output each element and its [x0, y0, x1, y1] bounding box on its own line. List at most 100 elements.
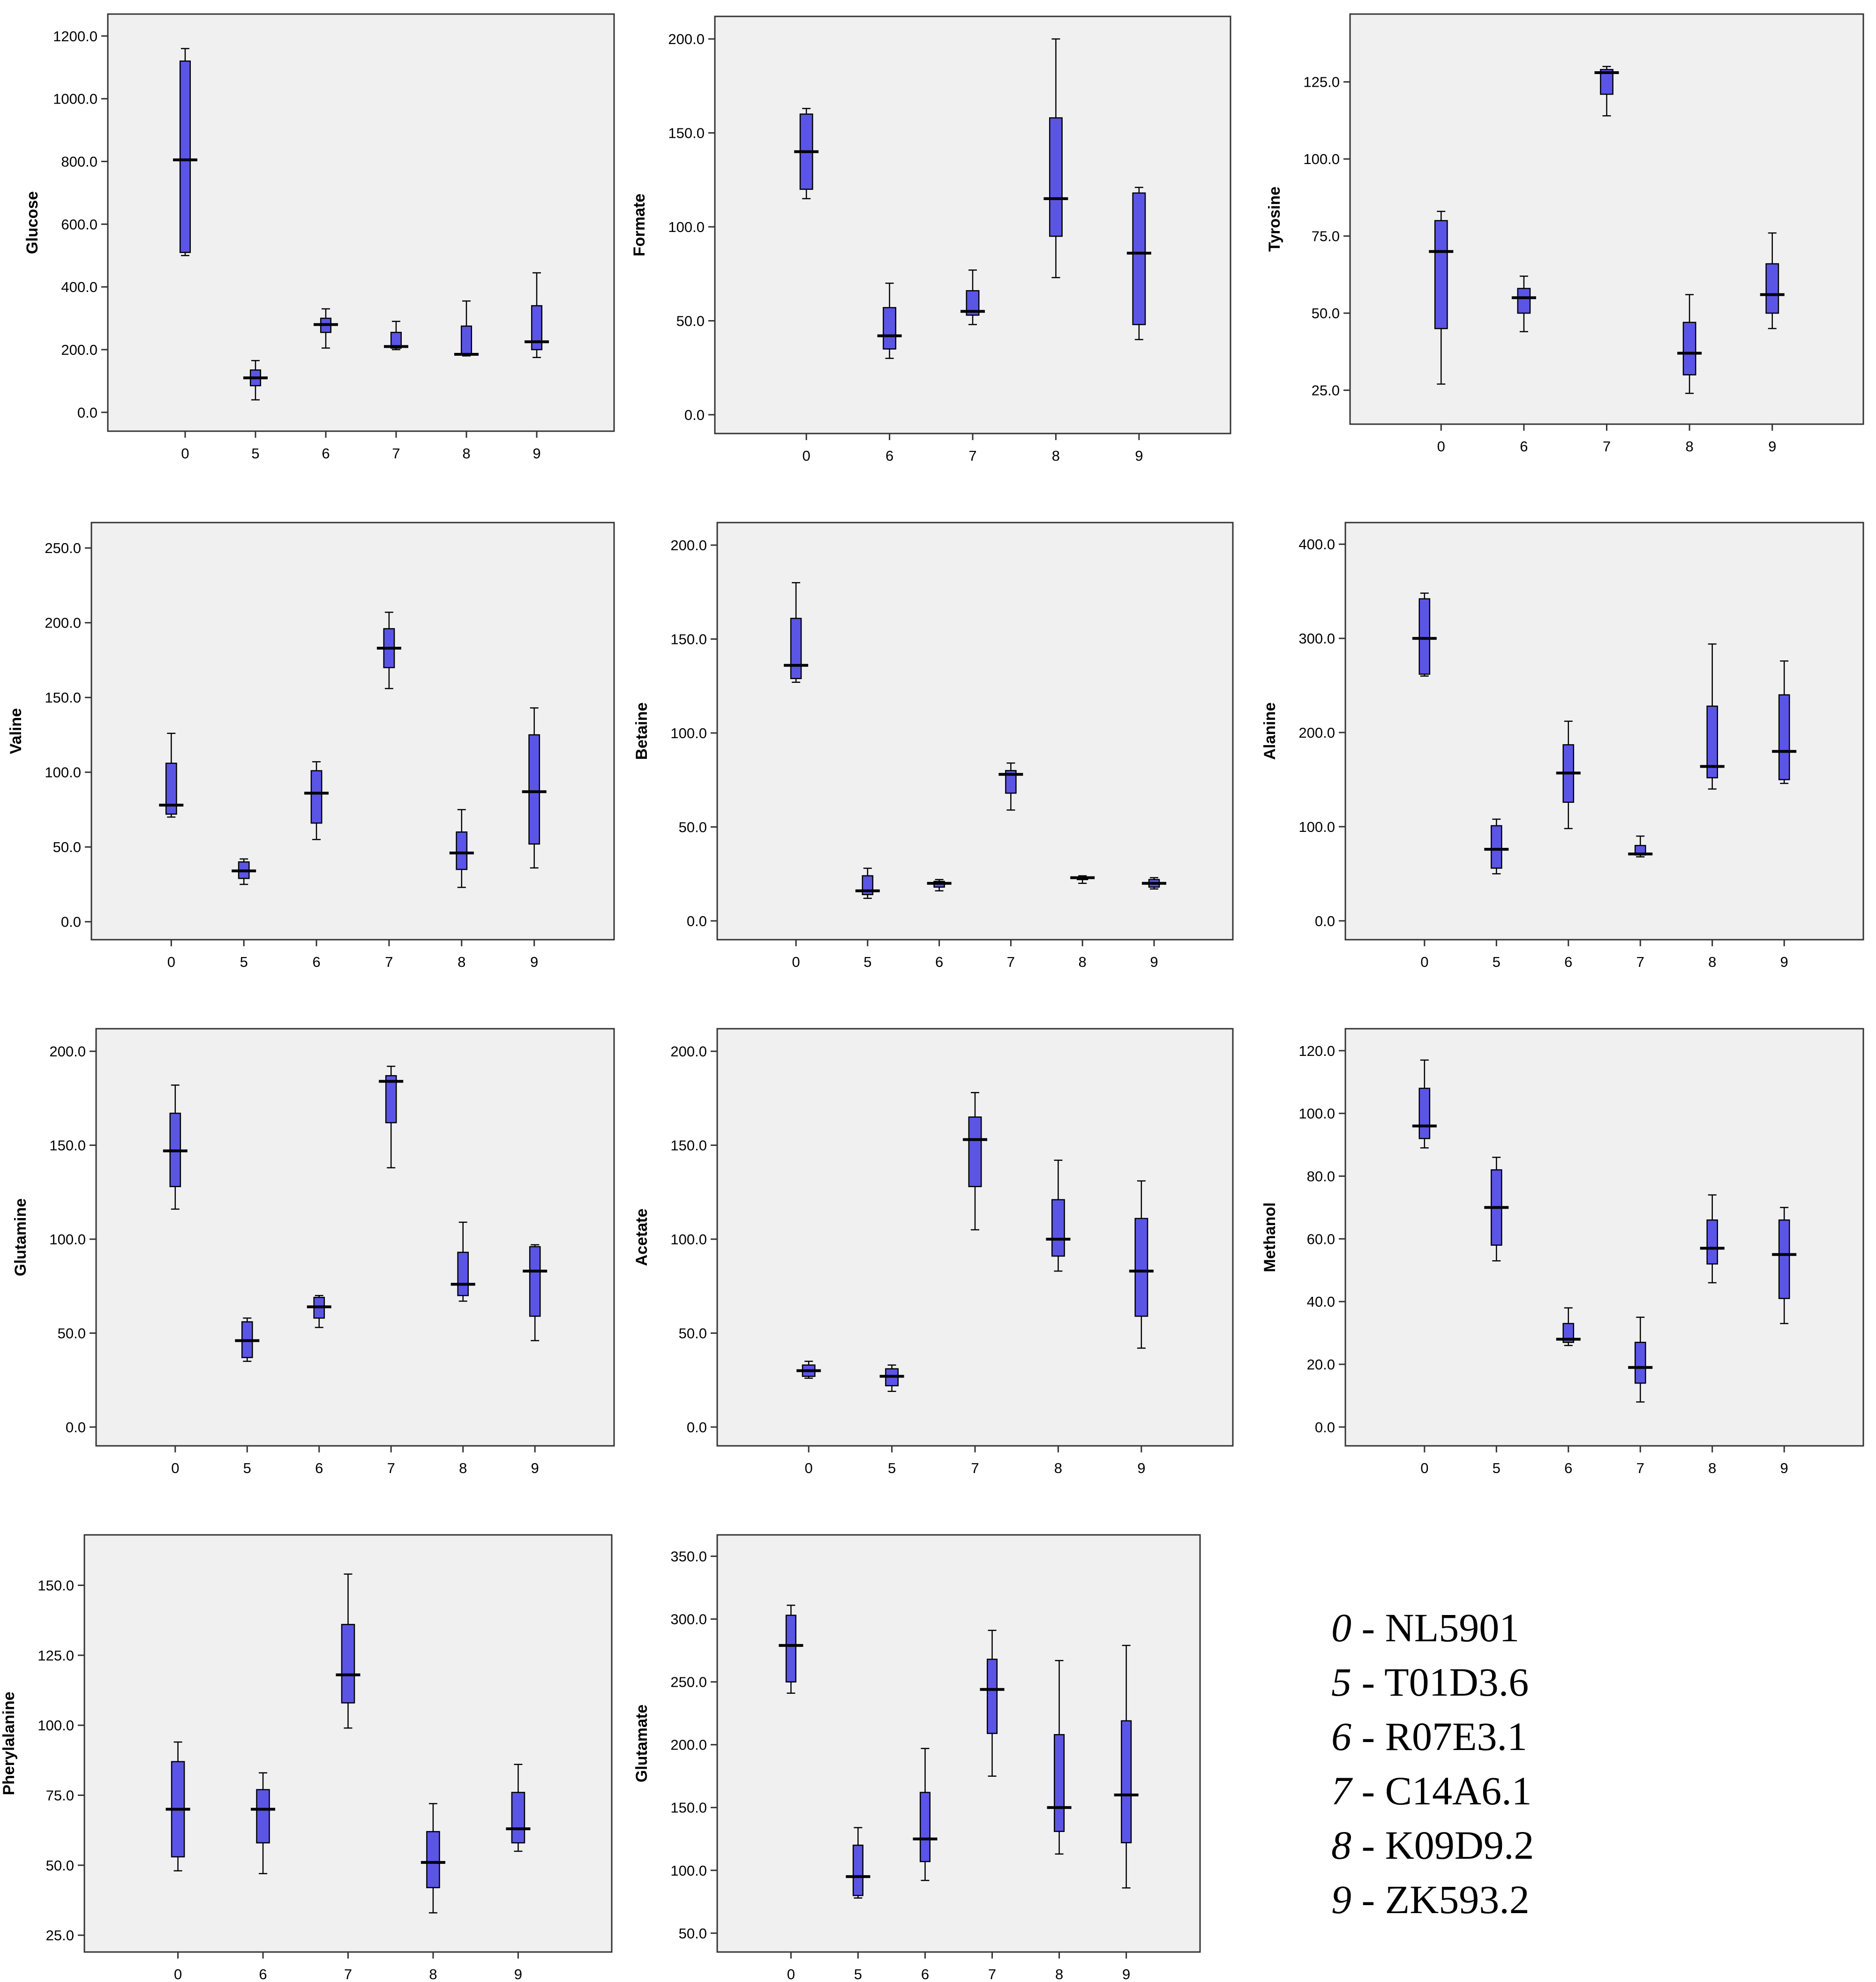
x-tick-label: 5 [888, 1460, 896, 1476]
y-tick-label: 100.0 [670, 1231, 707, 1248]
iqr-box [1418, 598, 1431, 675]
y-tick-label: 125.0 [1303, 74, 1340, 90]
box-9 [1114, 1645, 1139, 1889]
box-8 [1700, 1194, 1725, 1284]
y-tick-label: 0.0 [687, 1419, 707, 1436]
legend-label: - R07E3.1 [1361, 1714, 1528, 1759]
x-tick-label: 0 [181, 445, 189, 462]
y-tick-label: 100.0 [1298, 1106, 1335, 1122]
box-7 [963, 1092, 987, 1231]
y-tick-label: 50.0 [46, 1857, 74, 1874]
x-tick-label: 8 [1685, 438, 1693, 455]
x-tick-label: 8 [429, 1966, 437, 1982]
y-axis-label: Tyrosine [1266, 187, 1283, 252]
iqr-box [1049, 117, 1063, 237]
box-0 [779, 1604, 803, 1694]
box-7 [376, 612, 401, 689]
iqr-box [1562, 1323, 1575, 1343]
y-tick-label: 0.0 [61, 914, 81, 930]
box-8 [1043, 38, 1068, 278]
box-0 [1412, 1059, 1437, 1149]
legend-label: - K09D9.2 [1361, 1823, 1534, 1868]
y-tick-label: 0.0 [684, 407, 705, 423]
x-tick-label: 7 [971, 1460, 979, 1476]
legend-label: - T01D3.6 [1361, 1660, 1529, 1705]
strain-legend: 0 - NL5901 5 - T01D3.6 6 - R07E3.1 7 - C… [1331, 1601, 1534, 1927]
iqr-box [1634, 1341, 1646, 1384]
iqr-box [852, 1844, 863, 1896]
legend-code: 7 [1331, 1768, 1351, 1813]
x-tick-label: 8 [1708, 1460, 1716, 1476]
y-tick-label: 200.0 [668, 31, 705, 47]
boxplot-panel-glutamate: 50.0 100.0 150.0 200.0 250.0 300.0 350.0 Glutam… [633, 1534, 1201, 1982]
y-tick-label: 250.0 [45, 540, 81, 556]
box-6 [314, 308, 338, 349]
iqr-box [1778, 694, 1790, 780]
y-tick-label: 400.0 [61, 279, 98, 295]
iqr-box [919, 1792, 931, 1862]
boxplot-panel-glutamine: 0.0 50.0 100.0 150.0 200.0 Glutamine 0 5 6 7 8 9 [12, 1028, 615, 1476]
iqr-box [1051, 1199, 1065, 1257]
iqr-box [1134, 1218, 1148, 1317]
x-tick-label: 5 [240, 954, 248, 970]
box-5 [243, 360, 268, 401]
box-0 [794, 108, 819, 200]
x-tick-label: 8 [1708, 954, 1716, 970]
y-axis-label: Formate [630, 194, 648, 256]
box-0 [163, 1084, 188, 1210]
box-8 [1700, 643, 1725, 790]
y-tick-label: 250.0 [670, 1674, 707, 1690]
box-0 [1412, 592, 1437, 677]
x-tick-label: 5 [1493, 1460, 1501, 1476]
x-tick-label: 6 [1564, 954, 1572, 970]
y-tick-label: 100.0 [670, 725, 707, 741]
y-tick-label: 50.0 [679, 1925, 707, 1942]
plot-area [1344, 522, 1864, 941]
x-tick-label: 0 [1437, 438, 1445, 455]
box-7 [1594, 66, 1619, 117]
boxplot-panel-tyrosine: 25.0 50.0 75.0 100.0 125.0 Tyrosine 0 6 7 8 9 [1266, 13, 1864, 455]
box-9 [1772, 1207, 1797, 1324]
y-tick-label: 1000.0 [53, 91, 98, 107]
y-tick-label: 200.0 [61, 342, 98, 358]
iqr-box [986, 1659, 998, 1734]
iqr-box [1706, 1219, 1718, 1265]
x-tick-label: 0 [803, 448, 810, 464]
y-tick-label: 150.0 [49, 1137, 86, 1154]
x-tick-label: 0 [805, 1460, 813, 1476]
y-tick-label: 100.0 [38, 1717, 74, 1734]
plot-area [95, 1028, 615, 1447]
x-tick-label: 6 [259, 1966, 267, 1982]
y-tick-label: 40.0 [1307, 1294, 1335, 1310]
box-9 [1760, 232, 1785, 329]
y-tick-label: 75.0 [1312, 228, 1340, 245]
boxplot-panel-alanine: 0.0 100.0 200.0 300.0 400.0 Alanine 0 5 6 7 8 9 [1261, 522, 1864, 970]
x-tick-label: 7 [1007, 954, 1015, 970]
x-tick-label: 7 [1636, 954, 1644, 970]
x-tick-label: 9 [533, 445, 540, 462]
x-tick-label: 8 [1055, 1966, 1063, 1982]
y-tick-label: 50.0 [679, 1325, 707, 1341]
x-tick-label: 6 [312, 954, 320, 970]
iqr-box [310, 770, 323, 824]
y-tick-label: 350.0 [670, 1548, 707, 1565]
box-6 [877, 283, 902, 359]
y-tick-label: 150.0 [670, 631, 707, 648]
x-tick-label: 9 [530, 954, 538, 970]
y-tick-label: 200.0 [670, 537, 707, 553]
x-tick-label: 0 [792, 954, 800, 970]
x-tick-label: 0 [174, 1966, 182, 1982]
iqr-box [1765, 263, 1779, 314]
y-tick-label: 0.0 [77, 404, 98, 421]
x-tick-label: 0 [787, 1966, 795, 1982]
y-tick-label: 60.0 [1307, 1231, 1335, 1247]
y-tick-label: 50.0 [58, 1325, 86, 1341]
legend-code: 6 [1331, 1714, 1351, 1759]
box-6 [304, 761, 329, 840]
y-tick-label: 120.0 [1298, 1043, 1335, 1059]
x-tick-label: 8 [462, 445, 470, 462]
y-axis-label: Valine [7, 708, 25, 754]
box-7 [379, 1065, 404, 1168]
x-tick-label: 6 [322, 445, 330, 462]
boxplot-panel-acetate: 0.0 50.0 100.0 150.0 200.0 Acetate 0 5 7 8 9 [633, 1028, 1234, 1476]
